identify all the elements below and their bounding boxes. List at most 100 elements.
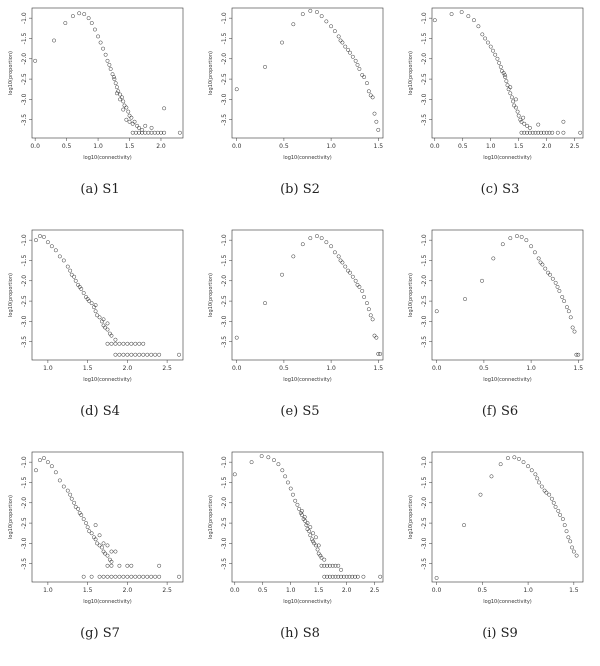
y-tick-label: -3.5 <box>21 336 28 348</box>
data-point <box>555 130 560 135</box>
data-point <box>81 517 86 521</box>
y-axis-label: log10(proportion) <box>408 273 414 317</box>
y-axis-label: log10(proportion) <box>208 51 214 95</box>
y-tick-label: -1.0 <box>21 234 28 246</box>
data-point <box>518 117 523 122</box>
data-point <box>112 77 117 82</box>
data-point <box>157 352 162 357</box>
data-point <box>124 117 129 122</box>
x-tick-label: 1.5 <box>83 365 93 372</box>
data-point <box>330 563 335 568</box>
data-point <box>113 341 118 346</box>
data-point <box>521 115 526 120</box>
data-point <box>137 341 142 346</box>
x-tick-label: 1.5 <box>574 365 584 372</box>
panel-caption: (f) S6 <box>481 404 519 419</box>
data-point <box>498 64 503 69</box>
data-point <box>113 337 118 342</box>
data-point <box>308 533 313 538</box>
data-point <box>234 87 239 92</box>
data-point <box>137 574 142 579</box>
data-point <box>286 480 290 485</box>
data-point <box>72 500 77 505</box>
data-point <box>318 553 323 558</box>
data-point <box>522 121 527 126</box>
y-tick-label: -3.0 <box>21 537 28 549</box>
data-point <box>129 352 134 357</box>
x-tick-label: 0.0 <box>232 365 242 372</box>
y-tick-label: -2.0 <box>421 53 428 65</box>
y-tick-label: -2.0 <box>221 275 228 287</box>
plot-frame <box>231 229 384 361</box>
data-point <box>149 130 154 135</box>
data-point <box>434 309 439 314</box>
data-point <box>109 574 114 579</box>
x-tick-label: 2.5 <box>370 587 380 594</box>
data-point <box>98 40 103 45</box>
data-point <box>53 470 58 475</box>
data-point <box>568 315 573 320</box>
data-point <box>89 21 94 25</box>
x-tick-label: 1.0 <box>43 587 53 594</box>
data-point <box>125 574 130 579</box>
x-axis-label: log10(connectivity) <box>283 155 332 161</box>
y-tick-label: -3.0 <box>21 315 28 327</box>
data-point <box>546 270 551 275</box>
x-tick-label: 0.5 <box>62 143 72 150</box>
scatter-plot: 0.0 0.5 1.0 1.5 2.0 2.5 -1.0 -1.5 -2.0 -2.5 -3.0 -3… <box>208 451 384 605</box>
data-point <box>263 64 267 69</box>
data-point <box>548 272 552 277</box>
data-point <box>362 295 367 299</box>
scatter-plot: 0.0 0.5 1.0 1.5 2.0 -1.0 -1.5 -2.0 -2.5 -3.0 -3.5 l… <box>8 7 184 161</box>
data-point <box>362 75 367 79</box>
data-point <box>330 574 335 579</box>
y-tick-label: -1.0 <box>421 456 428 468</box>
data-point <box>280 468 285 473</box>
data-point <box>68 268 73 273</box>
data-point <box>561 119 566 124</box>
data-point <box>311 539 316 544</box>
data-point <box>540 262 545 267</box>
data-point <box>319 14 324 19</box>
data-point <box>486 40 490 45</box>
y-axis-label: log10(proportion) <box>208 495 214 539</box>
y-tick-label: -1.5 <box>221 32 228 44</box>
y-tick-label: -1.0 <box>21 456 28 468</box>
x-tick-label: 1.0 <box>93 143 103 150</box>
data-point <box>366 307 371 312</box>
data-point <box>127 119 132 124</box>
data-point <box>564 529 569 534</box>
panel-caption: (h) S8 <box>280 626 320 641</box>
y-axis-label: log10(proportion) <box>408 51 414 95</box>
y-tick-label: -2.0 <box>221 497 228 509</box>
data-point <box>52 38 56 43</box>
data-point <box>539 130 543 135</box>
data-point <box>135 123 139 128</box>
data-point <box>34 468 38 473</box>
data-point <box>117 341 122 346</box>
data-point <box>376 127 381 132</box>
x-tick-label: 1.0 <box>523 587 533 594</box>
data-point <box>562 523 567 528</box>
data-point <box>560 295 565 299</box>
data-point <box>561 130 566 135</box>
data-point <box>329 24 334 29</box>
data-point <box>372 333 377 338</box>
data-point <box>346 47 351 52</box>
data-point <box>291 254 296 259</box>
plot-frame <box>431 229 584 361</box>
data-point <box>126 109 131 114</box>
data-point <box>96 34 100 39</box>
data-point <box>434 576 439 580</box>
data-point <box>566 535 571 540</box>
data-point <box>89 301 94 306</box>
data-point <box>152 130 157 135</box>
data-point <box>325 574 329 579</box>
data-point <box>105 58 110 63</box>
chart-panel: 0.0 0.5 1.0 1.5 2.0 2.5 -1.0 -1.5 -2.0 -2.5 -3.0 -3… <box>200 444 400 666</box>
data-point <box>322 574 327 579</box>
data-point <box>336 254 341 259</box>
data-point <box>141 341 146 346</box>
data-point <box>97 315 102 320</box>
x-tick-label: 1.5 <box>314 587 324 594</box>
